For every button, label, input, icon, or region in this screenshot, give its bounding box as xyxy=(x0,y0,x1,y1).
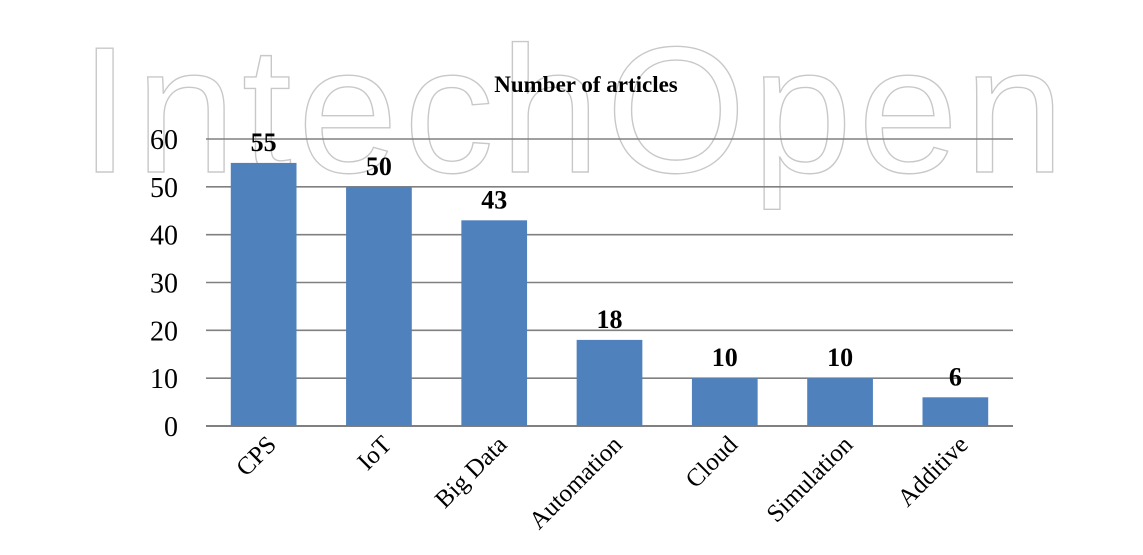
data-label: 10 xyxy=(712,343,738,372)
x-tick-label: IoT xyxy=(353,431,398,476)
x-tick-label: Automation xyxy=(524,431,628,535)
data-label: 50 xyxy=(366,152,392,181)
y-tick-label: 30 xyxy=(150,269,178,300)
x-axis-ticks: CPS IoT Big Data Automation Cloud Simulation A… xyxy=(231,431,973,535)
y-axis-ticks: 0 10 20 30 40 50 60 xyxy=(150,125,178,443)
y-tick-label: 20 xyxy=(150,316,178,347)
bar-cloud xyxy=(691,378,758,426)
y-tick-label: 60 xyxy=(150,125,178,156)
data-labels: 55 50 43 18 10 10 6 xyxy=(251,128,962,391)
y-tick-label: 10 xyxy=(150,364,178,395)
y-tick-label: 40 xyxy=(150,221,178,252)
x-tick-label: Additive xyxy=(893,431,974,512)
data-label: 18 xyxy=(597,305,623,334)
x-tick-label: Simulation xyxy=(762,431,859,528)
data-label: 6 xyxy=(949,362,962,391)
data-label: 43 xyxy=(481,185,507,214)
chart-title: Number of articles xyxy=(494,72,678,97)
bar-simulation xyxy=(807,378,873,426)
bar-big-data xyxy=(461,220,528,426)
gridlines xyxy=(206,138,1013,427)
bars xyxy=(230,162,989,426)
watermark-logo: IntechOpen xyxy=(80,10,1071,211)
x-tick-label: Big Data xyxy=(430,431,512,513)
bar-automation xyxy=(576,339,643,426)
x-tick-label: CPS xyxy=(231,431,282,482)
bar-additive xyxy=(922,397,989,426)
data-label: 55 xyxy=(251,128,277,157)
bar-cps xyxy=(230,162,297,426)
y-tick-label: 50 xyxy=(150,173,178,204)
data-label: 10 xyxy=(827,343,853,372)
y-tick-label: 0 xyxy=(164,412,178,443)
x-tick-label: Cloud xyxy=(681,431,744,494)
bar-iot xyxy=(346,186,412,426)
